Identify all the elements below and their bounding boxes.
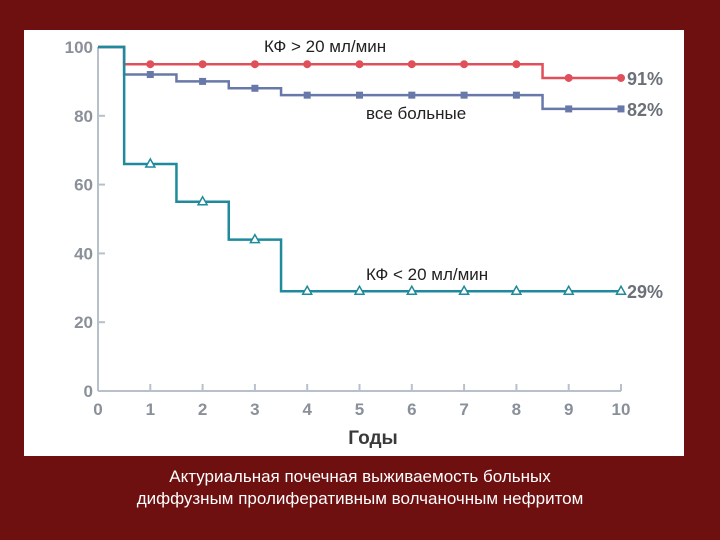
series-end-label: 82%	[627, 100, 663, 120]
data-point-triangle	[249, 233, 261, 244]
y-tick-label: 0	[84, 382, 93, 401]
data-point-triangle	[144, 157, 157, 168]
data-point-circle	[617, 73, 625, 82]
series-annotation: все больные	[366, 104, 466, 123]
data-point-square	[251, 84, 259, 92]
data-point-triangle	[301, 284, 313, 295]
data-point-circle	[355, 60, 364, 69]
data-point-circle	[460, 60, 469, 69]
data-point-circle	[303, 60, 312, 69]
data-point-triangle	[458, 284, 470, 295]
y-tick-label: 40	[74, 244, 93, 263]
caption-line-2: диффузным пролиферативным волчаночным не…	[136, 489, 584, 508]
data-point-circle	[407, 60, 416, 69]
data-point-triangle	[615, 284, 627, 295]
x-tick-label: 7	[459, 400, 468, 419]
chart-panel: 0 1 2 3 4 5 6 7 8 9 10 0 20 40 60 80 100 91% 82% 29% КФ > 20…	[24, 30, 684, 456]
data-point-triangle	[510, 284, 523, 295]
data-point-square	[356, 91, 363, 99]
data-point-triangle	[562, 284, 575, 295]
series-end-label: 29%	[627, 282, 663, 302]
data-point-square	[146, 71, 154, 79]
data-point-square	[460, 91, 468, 99]
x-tick-label: 3	[250, 400, 259, 419]
data-point-circle	[146, 60, 155, 69]
data-point-circle	[564, 73, 573, 82]
data-point-square	[199, 77, 207, 85]
x-tick-label: 9	[564, 400, 573, 419]
x-tick-label: 4	[302, 400, 312, 419]
x-tick-label: 6	[407, 400, 416, 419]
series-end-label: 91%	[627, 69, 663, 89]
data-point-square	[565, 105, 573, 113]
x-tick-label: 1	[146, 400, 155, 419]
x-tick-label: 8	[512, 400, 521, 419]
caption-line-1: Актуриальная почечная выживаемость больн…	[169, 467, 551, 486]
data-point-circle	[512, 60, 521, 69]
data-point-triangle	[196, 195, 209, 206]
series-annotation: КФ > 20 мл/мин	[264, 37, 386, 56]
y-tick-label: 20	[74, 313, 93, 332]
data-point-square	[303, 91, 311, 99]
data-point-circle	[198, 60, 207, 69]
x-tick-label: 2	[198, 400, 207, 419]
series-line	[98, 45, 621, 293]
y-tick-label: 80	[74, 107, 93, 126]
data-point-square	[408, 91, 416, 99]
x-tick-label: 0	[93, 400, 102, 419]
data-point-triangle	[353, 284, 366, 295]
x-tick-label: 10	[612, 400, 631, 419]
x-tick-label: 5	[355, 400, 364, 419]
data-point-circle	[250, 60, 259, 69]
y-tick-label: 100	[65, 38, 93, 57]
chart-caption: Актуриальная почечная выживаемость больн…	[0, 466, 720, 510]
y-tick-label: 60	[74, 176, 93, 195]
data-point-square	[512, 91, 520, 99]
data-point-square	[617, 105, 625, 113]
series-annotation: КФ < 20 мл/мин	[366, 265, 488, 284]
x-axis-title: Годы	[348, 428, 397, 449]
data-point-triangle	[406, 284, 418, 295]
